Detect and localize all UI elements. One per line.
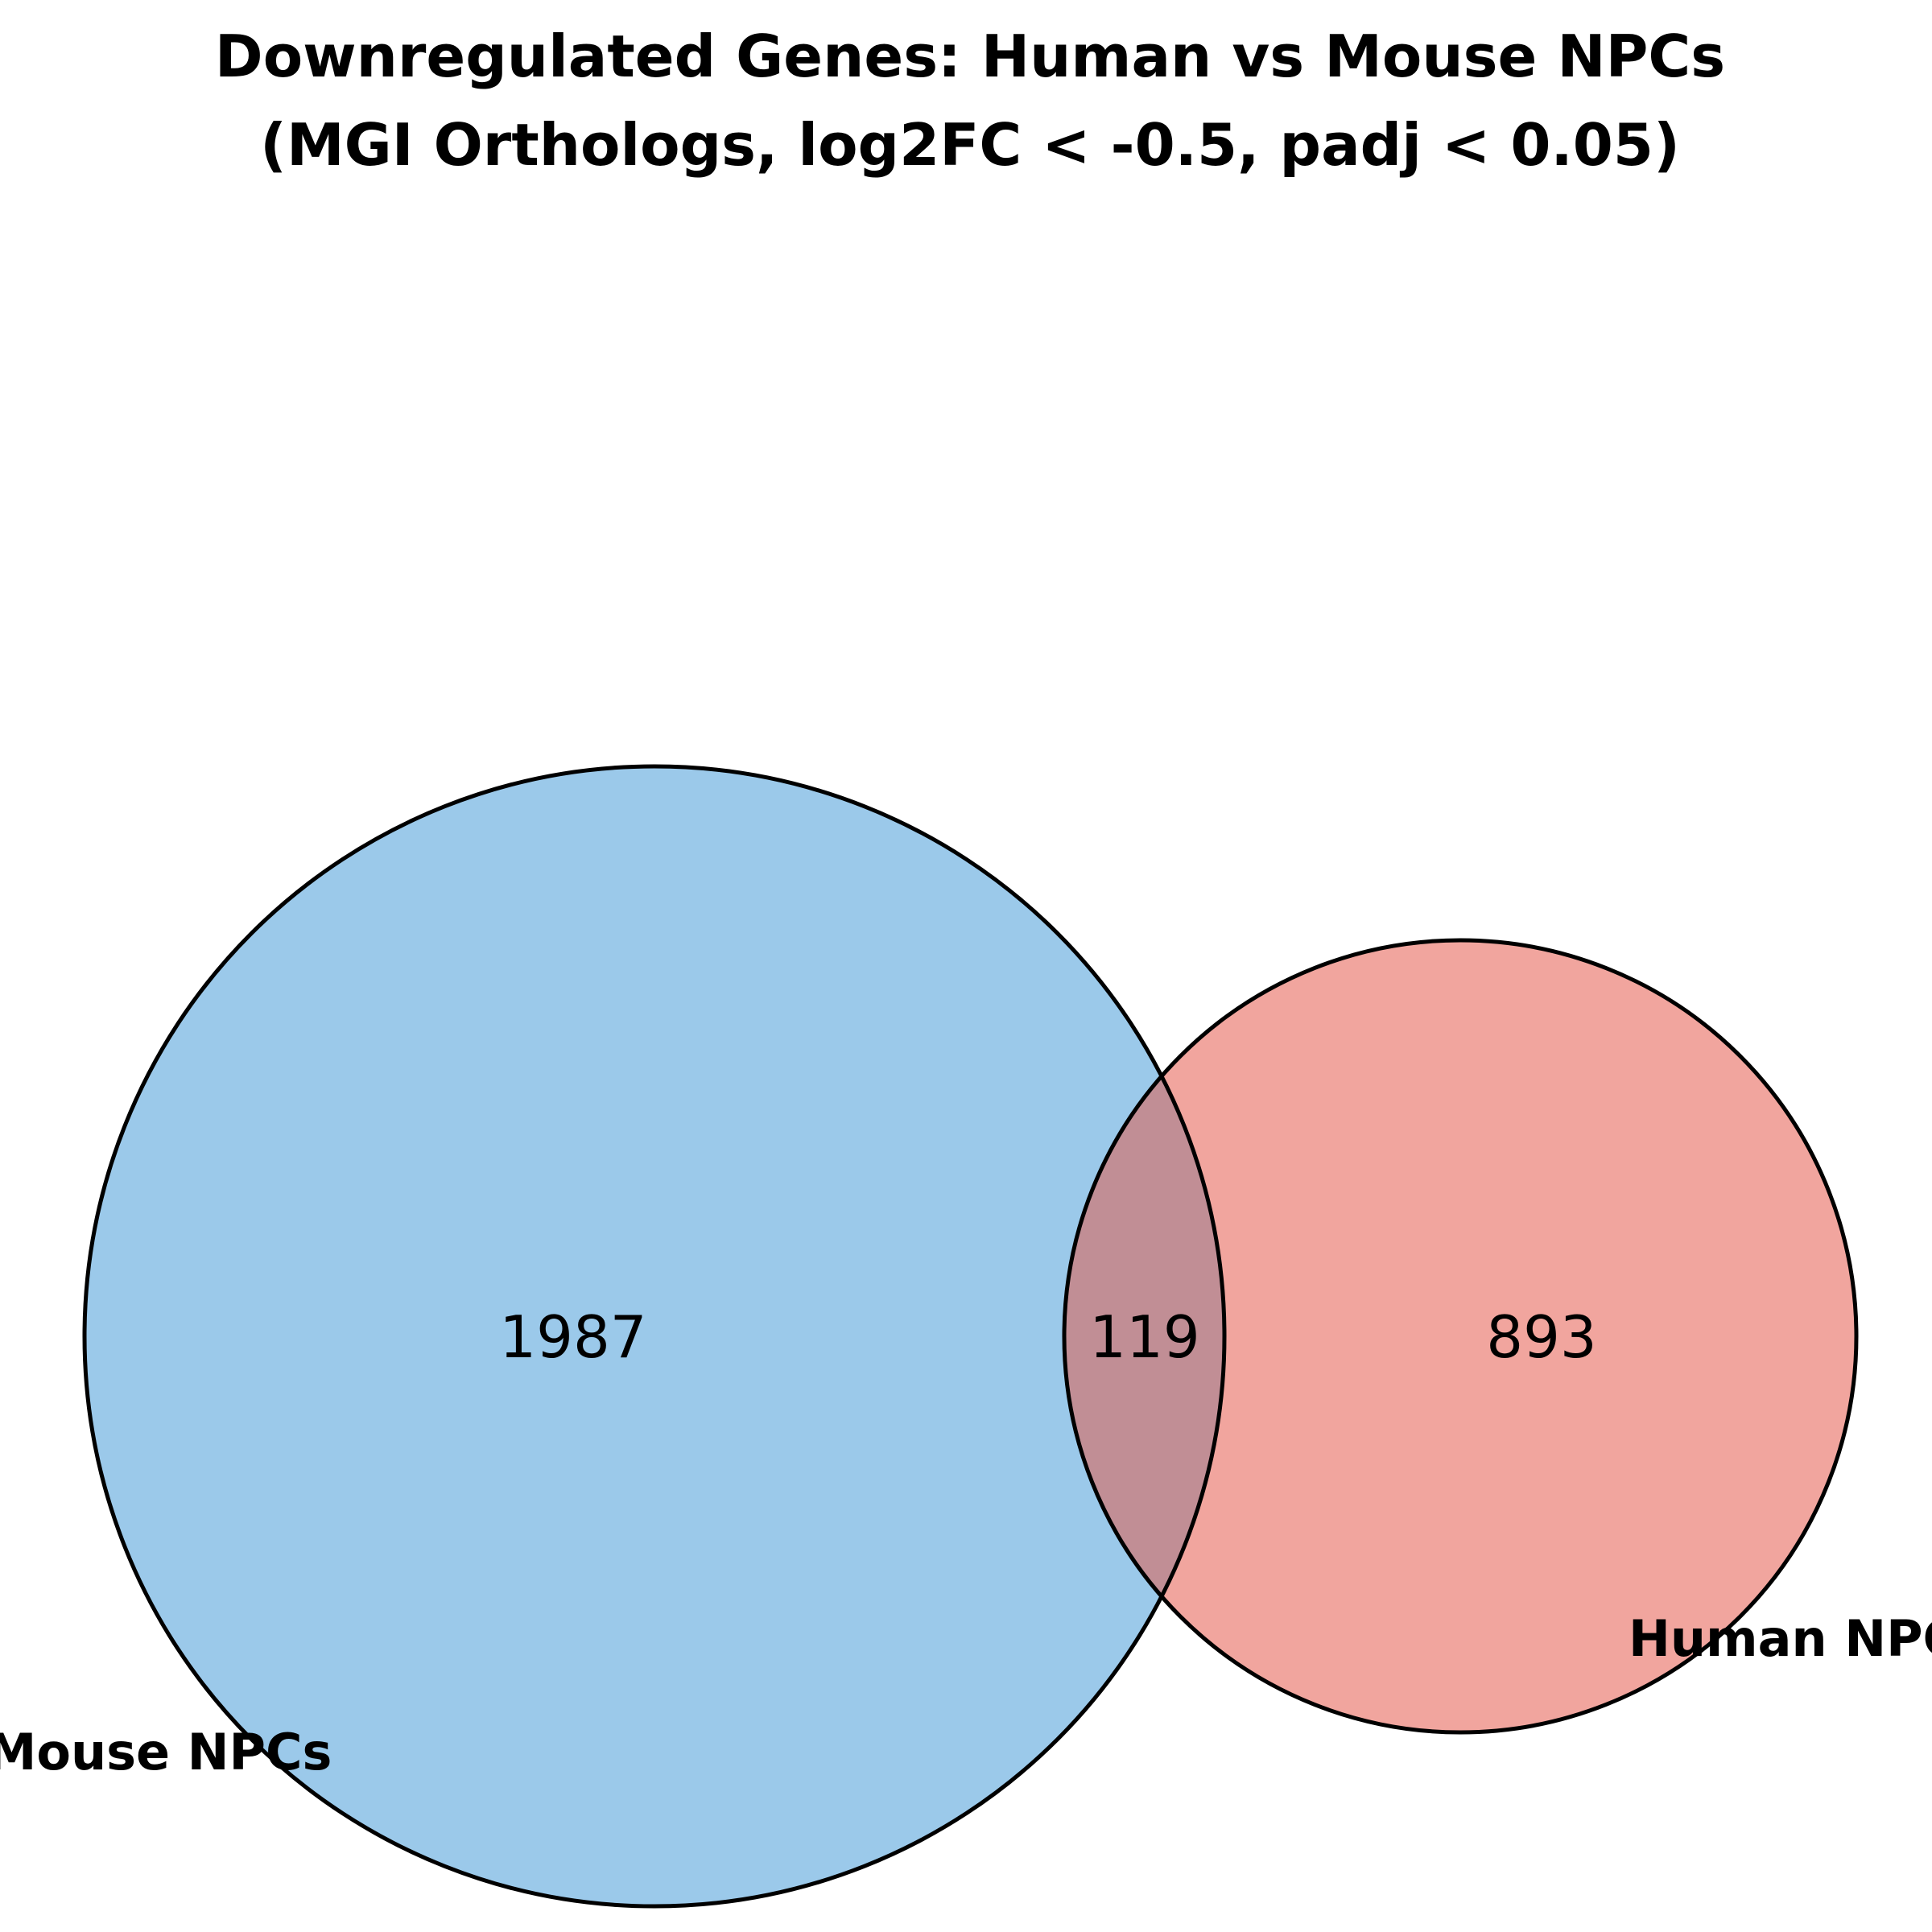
human-npcs-label: Human NPCs (1629, 1609, 1932, 1668)
human-npcs-outline (1062, 938, 1859, 1735)
mouse-npcs-circle (85, 766, 1224, 1906)
chart-title: Downregulated Genes: Human vs Mouse NPCs (215, 23, 1725, 90)
mouse-npcs-outline (82, 764, 1227, 1909)
human-only-count: 893 (1486, 1303, 1596, 1371)
chart-subtitle: (MGI Orthologs, log2FC < -0.5, padj < 0.… (260, 111, 1680, 179)
intersection-count: 119 (1089, 1303, 1199, 1371)
human-npcs-circle (1064, 940, 1856, 1732)
mouse-npcs-label: Mouse NPCs (0, 1723, 332, 1781)
mouse-only-count: 1987 (499, 1303, 646, 1371)
